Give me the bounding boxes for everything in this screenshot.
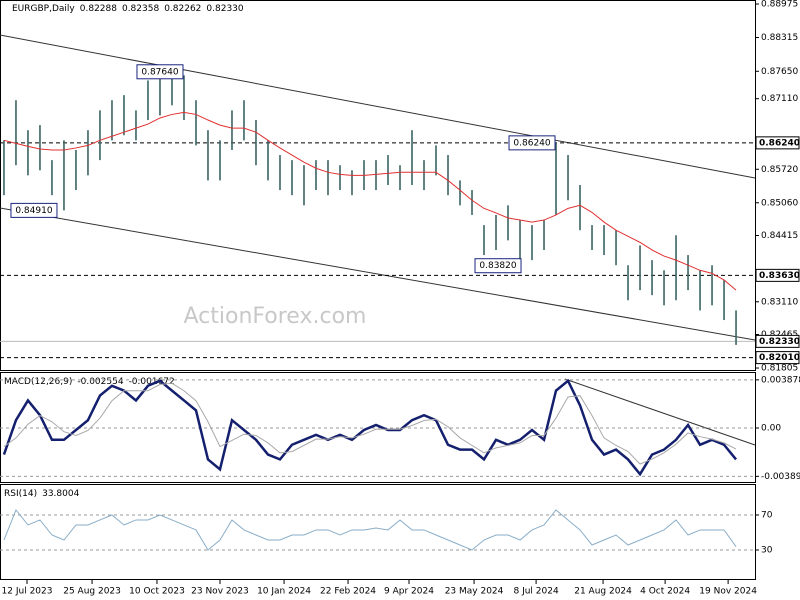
level-label: 0.82010 xyxy=(759,353,800,363)
x-tick-label: 19 Nov 2024 xyxy=(699,587,757,597)
price-panel xyxy=(0,0,756,371)
y-tick-label: 0.87110 xyxy=(761,94,798,104)
panel-title: EURGBP,Daily xyxy=(12,4,75,14)
level-label: 0.86240 xyxy=(759,138,800,148)
channel-lower xyxy=(0,207,756,341)
panel-title: RSI(14) xyxy=(4,489,37,499)
header-value: 0.82262 xyxy=(164,4,201,14)
y-tick-label: 0.88975 xyxy=(761,0,798,10)
annotation-box xyxy=(508,135,556,151)
panel-header: RSI(14) 33.8004 xyxy=(4,489,80,499)
x-tick-label: 12 Jul 2023 xyxy=(2,587,53,597)
y-tick-label: 0.85720 xyxy=(761,165,798,175)
x-tick-label: 23 Nov 2023 xyxy=(191,587,249,597)
y-tick-label: 0.83110 xyxy=(761,297,798,307)
annotation-box xyxy=(136,64,184,80)
x-tick-label: 21 Aug 2024 xyxy=(574,587,632,597)
x-tick-label: 10 Oct 2023 xyxy=(129,587,185,597)
rsi-panel xyxy=(0,484,756,580)
x-tick-label: 4 Oct 2024 xyxy=(640,587,690,597)
y-tick-label: 0.84415 xyxy=(761,231,798,241)
x-tick-label: 8 Jul 2024 xyxy=(513,587,558,597)
panel-header: EURGBP,Daily 0.82288 0.82358 0.82262 0.82330 xyxy=(12,4,244,14)
x-tick-label: 9 Apr 2024 xyxy=(384,587,434,597)
y-tick-label: 70 xyxy=(761,510,773,520)
y-tick-label: 0.003878 xyxy=(761,375,800,385)
x-tick-label: 23 May 2024 xyxy=(445,587,504,597)
level-label-box xyxy=(755,136,800,150)
y-tick-label: 0.00 xyxy=(761,423,781,433)
x-tick-label: 25 Aug 2023 xyxy=(63,587,121,597)
indicator-line xyxy=(3,382,737,465)
level-label-box xyxy=(755,268,800,282)
header-value: 0.82358 xyxy=(122,4,159,14)
current-price-box xyxy=(755,334,800,348)
level-label: 0.83630 xyxy=(759,271,800,281)
y-tick-label: 0.88315 xyxy=(761,33,798,43)
moving-average xyxy=(3,111,737,291)
header-value: -0.002554 xyxy=(77,377,123,387)
indicator-line xyxy=(3,509,737,551)
current-price-label: 0.82330 xyxy=(759,337,800,347)
level-label-box xyxy=(755,351,800,365)
annotation-label: 0.87640 xyxy=(141,67,178,77)
indicator-line xyxy=(2,378,738,477)
panel-header: MACD(12,26,9) -0.002554 -0.001672 xyxy=(4,377,175,387)
annotation-box xyxy=(10,202,58,218)
y-tick-label: -0.003894 xyxy=(761,472,800,482)
macd-trendline xyxy=(564,378,756,446)
header-value: 0.82288 xyxy=(80,4,117,14)
x-tick-label: 22 Feb 2024 xyxy=(320,587,376,597)
header-value: 33.8004 xyxy=(42,489,79,499)
x-tick-label: 10 Jan 2024 xyxy=(257,587,311,597)
watermark: ActionForex.com xyxy=(184,304,367,329)
y-tick-label: 0.87650 xyxy=(761,67,798,77)
annotation-label: 0.86240 xyxy=(513,138,550,148)
annotation-label: 0.84910 xyxy=(15,206,52,216)
annotation-label: 0.83820 xyxy=(479,261,516,271)
y-tick-label: 30 xyxy=(761,545,773,555)
panel-title: MACD(12,26,9) xyxy=(4,377,72,387)
annotation-box xyxy=(474,258,522,274)
y-tick-label: 0.81805 xyxy=(761,364,798,374)
channel-upper xyxy=(0,34,756,179)
header-value: -0.001672 xyxy=(129,377,175,387)
header-value: 0.82330 xyxy=(206,4,243,14)
y-tick-label: 0.85060 xyxy=(761,198,798,208)
